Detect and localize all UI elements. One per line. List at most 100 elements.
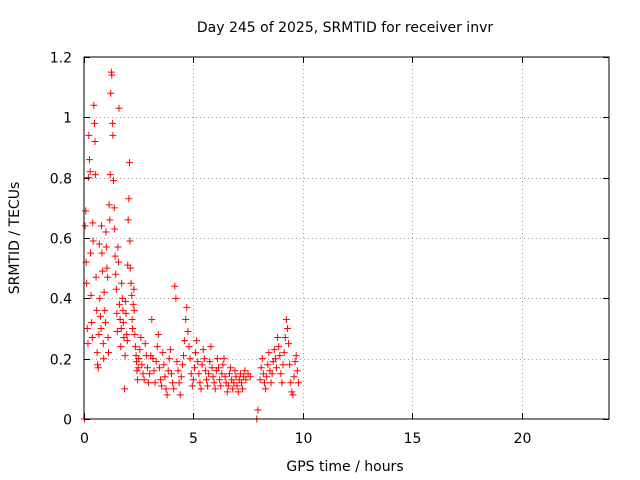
data-point xyxy=(95,331,103,339)
data-point xyxy=(290,373,298,381)
data-point xyxy=(197,385,205,393)
data-point xyxy=(94,364,102,372)
data-point xyxy=(129,300,137,308)
data-point xyxy=(151,379,159,387)
data-point xyxy=(193,337,201,345)
data-point xyxy=(174,367,182,375)
data-point xyxy=(153,343,161,351)
data-point xyxy=(227,364,235,372)
data-point xyxy=(233,382,241,390)
data-point xyxy=(210,379,218,387)
data-point xyxy=(234,388,242,396)
x-tick-label: 5 xyxy=(189,431,198,447)
data-point xyxy=(172,294,180,302)
data-point xyxy=(93,349,101,357)
data-point xyxy=(279,361,287,369)
data-point xyxy=(106,171,114,179)
data-point xyxy=(111,252,119,260)
data-point xyxy=(135,355,143,363)
data-point xyxy=(109,131,117,139)
data-point xyxy=(124,216,132,224)
data-point xyxy=(130,306,138,314)
data-point xyxy=(105,349,112,357)
data-point xyxy=(83,325,91,332)
data-point xyxy=(201,367,209,375)
data-point xyxy=(102,228,110,236)
data-point xyxy=(270,346,278,354)
data-point xyxy=(91,171,99,179)
x-tick-label: 15 xyxy=(404,431,422,447)
data-point xyxy=(85,156,93,164)
data-point xyxy=(271,355,279,363)
data-point xyxy=(115,258,123,266)
data-point xyxy=(155,364,163,372)
data-point xyxy=(196,379,204,387)
data-point xyxy=(148,315,156,323)
data-point xyxy=(181,337,189,345)
data-point xyxy=(241,367,249,375)
data-point xyxy=(159,349,167,357)
data-point xyxy=(265,349,273,357)
data-point xyxy=(91,137,99,145)
data-point xyxy=(184,328,192,336)
data-point xyxy=(283,325,291,332)
data-point xyxy=(89,237,97,245)
data-point xyxy=(84,174,92,182)
data-points xyxy=(80,68,302,423)
data-point xyxy=(223,388,231,396)
data-point xyxy=(274,334,282,342)
data-point xyxy=(217,382,225,390)
data-point xyxy=(199,346,207,354)
data-point xyxy=(187,370,195,378)
data-point xyxy=(98,249,106,257)
data-point xyxy=(177,373,185,381)
data-point xyxy=(208,364,216,372)
data-point xyxy=(108,119,116,127)
data-point xyxy=(157,376,165,384)
data-point xyxy=(129,325,137,332)
data-point xyxy=(273,364,280,372)
data-point xyxy=(101,306,109,314)
data-point xyxy=(229,385,237,393)
data-point xyxy=(133,367,141,375)
data-point xyxy=(192,349,200,357)
data-point xyxy=(97,325,105,332)
data-point xyxy=(150,367,158,375)
data-point xyxy=(141,340,149,348)
data-point xyxy=(90,101,98,109)
x-axis-label: GPS time / hours xyxy=(286,459,403,475)
data-point xyxy=(91,119,98,127)
data-point xyxy=(203,376,210,384)
data-point xyxy=(164,367,172,375)
data-point xyxy=(285,340,293,348)
data-point xyxy=(275,343,283,351)
data-point xyxy=(123,331,131,339)
data-point xyxy=(246,373,254,381)
data-point xyxy=(96,294,104,302)
data-point xyxy=(128,291,136,299)
data-point xyxy=(115,300,123,308)
data-point xyxy=(219,361,227,369)
axis-ticks: 0 0.2 0.4 0.6 0.8 1 1.2 0 5 10 15 20 xyxy=(50,51,609,447)
data-point xyxy=(213,355,221,363)
data-point xyxy=(216,376,224,384)
data-point xyxy=(81,222,89,230)
data-point xyxy=(95,240,103,248)
data-point xyxy=(276,352,284,360)
data-point xyxy=(190,364,198,372)
data-point xyxy=(120,334,128,342)
x-tick-label: 10 xyxy=(295,431,313,447)
data-point xyxy=(87,291,95,299)
data-point xyxy=(230,379,238,387)
y-tick-label: 1 xyxy=(63,111,72,127)
data-point xyxy=(293,367,301,375)
data-point xyxy=(160,361,168,369)
data-point xyxy=(82,207,90,215)
data-point xyxy=(224,382,232,390)
data-point xyxy=(146,370,154,378)
data-point xyxy=(173,358,181,366)
data-point xyxy=(242,376,250,384)
data-point xyxy=(127,279,135,287)
data-point xyxy=(186,355,194,363)
